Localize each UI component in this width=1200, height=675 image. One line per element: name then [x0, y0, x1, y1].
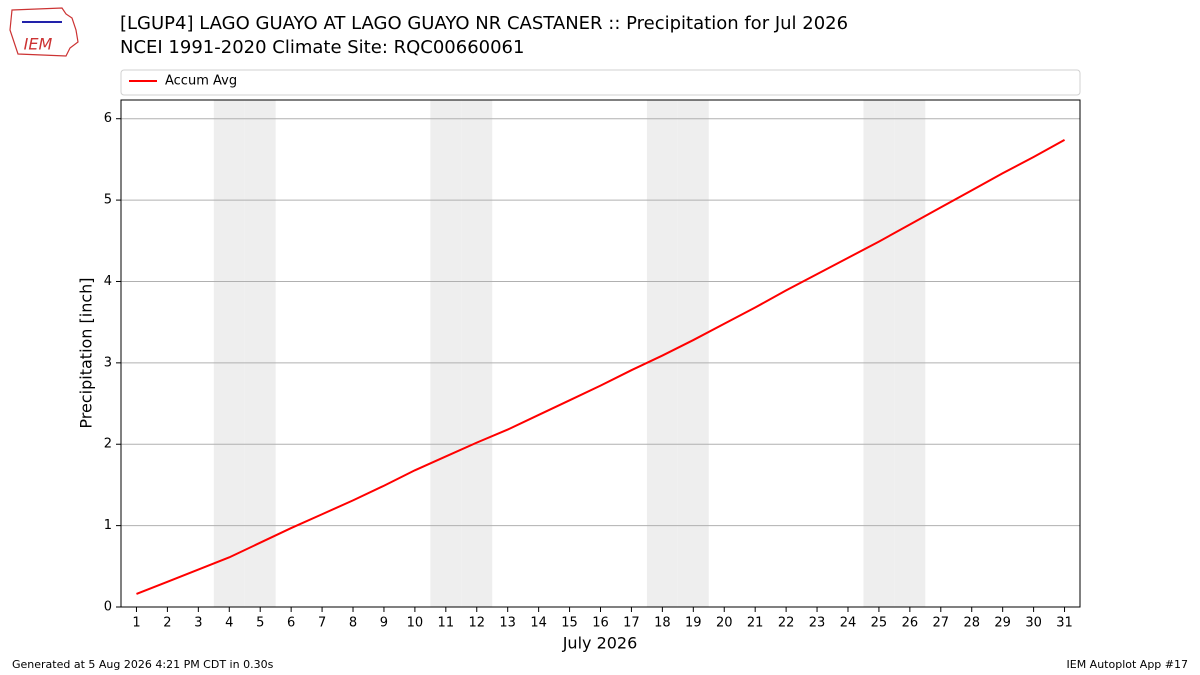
- x-tick-label: 10: [407, 616, 424, 631]
- weekend-band: [213, 100, 245, 607]
- weekend-band: [894, 100, 926, 607]
- x-tick-label: 30: [1025, 616, 1042, 631]
- y-tick-label: 6: [104, 111, 112, 126]
- x-tick-label: 4: [225, 616, 233, 631]
- x-tick-label: 12: [468, 616, 485, 631]
- chart-title: [LGUP4] LAGO GUAYO AT LAGO GUAYO NR CAST…: [120, 13, 848, 34]
- weekend-band: [646, 100, 678, 607]
- x-tick-label: 6: [287, 616, 295, 631]
- y-tick-label: 1: [104, 518, 112, 533]
- weekend-band: [244, 100, 276, 607]
- x-tick-label: 8: [349, 616, 357, 631]
- x-tick-label: 16: [592, 616, 609, 631]
- data-line: [136, 139, 1066, 595]
- x-tick-label: 25: [871, 616, 888, 631]
- legend-box: [120, 69, 1081, 96]
- x-tick-label: 7: [318, 616, 326, 631]
- x-tick-label: 21: [747, 616, 764, 631]
- x-tick-label: 17: [623, 616, 640, 631]
- legend-label: Accum Avg: [165, 74, 237, 89]
- x-tick-label: 3: [194, 616, 202, 631]
- x-tick-label: 5: [256, 616, 264, 631]
- chart-subtitle: NCEI 1991-2020 Climate Site: RQC00660061: [120, 37, 524, 58]
- x-tick-label: 13: [499, 616, 516, 631]
- weekend-band: [430, 100, 462, 607]
- y-tick-label: 0: [104, 600, 112, 615]
- plot-frame: [120, 99, 1081, 608]
- x-tick-label: 28: [963, 616, 980, 631]
- x-tick-label: 23: [809, 616, 826, 631]
- y-tick-label: 2: [104, 437, 112, 452]
- x-tick-label: 18: [654, 616, 671, 631]
- footer-right: IEM Autoplot App #17: [1067, 658, 1189, 671]
- weekend-band: [677, 100, 709, 607]
- x-tick-label: 19: [685, 616, 702, 631]
- y-tick-label: 3: [104, 355, 112, 370]
- y-axis-label: Precipitation [inch]: [77, 277, 96, 428]
- x-tick-label: 27: [933, 616, 950, 631]
- weekend-band: [461, 100, 493, 607]
- x-axis-label: July 2026: [562, 634, 638, 653]
- x-tick-label: 22: [778, 616, 795, 631]
- x-tick-label: 9: [380, 616, 388, 631]
- logo-text: IEM: [24, 35, 53, 54]
- x-tick-label: 14: [530, 616, 547, 631]
- x-tick-label: 15: [561, 616, 578, 631]
- x-tick-label: 31: [1056, 616, 1073, 631]
- x-tick-label: 29: [994, 616, 1011, 631]
- x-tick-label: 26: [902, 616, 919, 631]
- x-tick-label: 24: [840, 616, 857, 631]
- x-tick-label: 2: [163, 616, 171, 631]
- x-tick-label: 11: [438, 616, 455, 631]
- logo: IEM: [9, 7, 79, 57]
- footer-left: Generated at 5 Aug 2026 4:21 PM CDT in 0…: [12, 658, 274, 671]
- logo-outline: [9, 7, 79, 57]
- x-tick-label: 20: [716, 616, 733, 631]
- weekend-band: [863, 100, 895, 607]
- y-tick-label: 5: [104, 193, 112, 208]
- y-tick-label: 4: [104, 274, 112, 289]
- x-tick-label: 1: [132, 616, 140, 631]
